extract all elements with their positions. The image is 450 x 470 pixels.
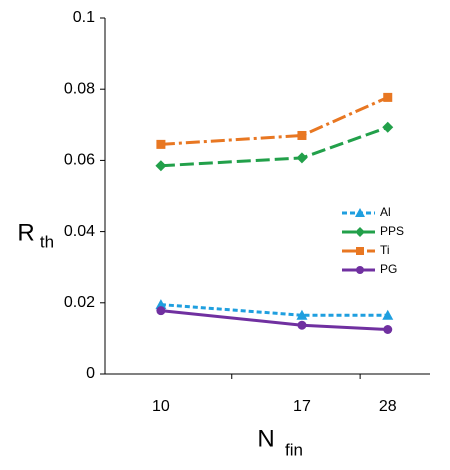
data-point — [297, 130, 307, 140]
y-tick-label: 0.02 — [64, 294, 95, 311]
data-point — [155, 299, 167, 310]
data-point — [155, 160, 167, 172]
y-tick-label: 0.04 — [64, 223, 95, 240]
y-tick-label: 0.08 — [64, 80, 95, 97]
data-point — [383, 325, 393, 334]
data-point — [156, 139, 166, 149]
legend-label: Ti — [380, 243, 390, 257]
y-tick-label: 0.1 — [73, 9, 95, 26]
data-point — [383, 92, 393, 102]
legend-label: PPS — [380, 224, 404, 238]
legend-marker — [356, 266, 364, 274]
x-tick-label: 10 — [152, 398, 170, 415]
data-point — [296, 309, 308, 320]
data-point — [297, 320, 307, 330]
y-axis-label: R — [17, 219, 34, 246]
y-axis-label-sub: th — [40, 232, 54, 251]
legend-marker — [355, 208, 365, 217]
data-point — [382, 121, 394, 133]
series-line — [160, 125, 389, 168]
y-tick-label: 0 — [86, 365, 95, 382]
series-line — [160, 96, 389, 146]
x-tick-label: 17 — [293, 398, 311, 415]
legend-marker — [356, 247, 364, 255]
legend-marker — [355, 227, 365, 237]
data-point — [296, 152, 308, 164]
x-tick-label: 28 — [379, 398, 397, 415]
x-axis-label: N — [257, 425, 274, 452]
legend-label: PG — [380, 262, 397, 276]
data-point — [382, 309, 394, 320]
data-point — [156, 306, 166, 316]
legend-label: Al — [380, 205, 391, 219]
y-tick-label: 0.06 — [64, 152, 95, 169]
x-axis-label-sub: fin — [285, 440, 303, 459]
